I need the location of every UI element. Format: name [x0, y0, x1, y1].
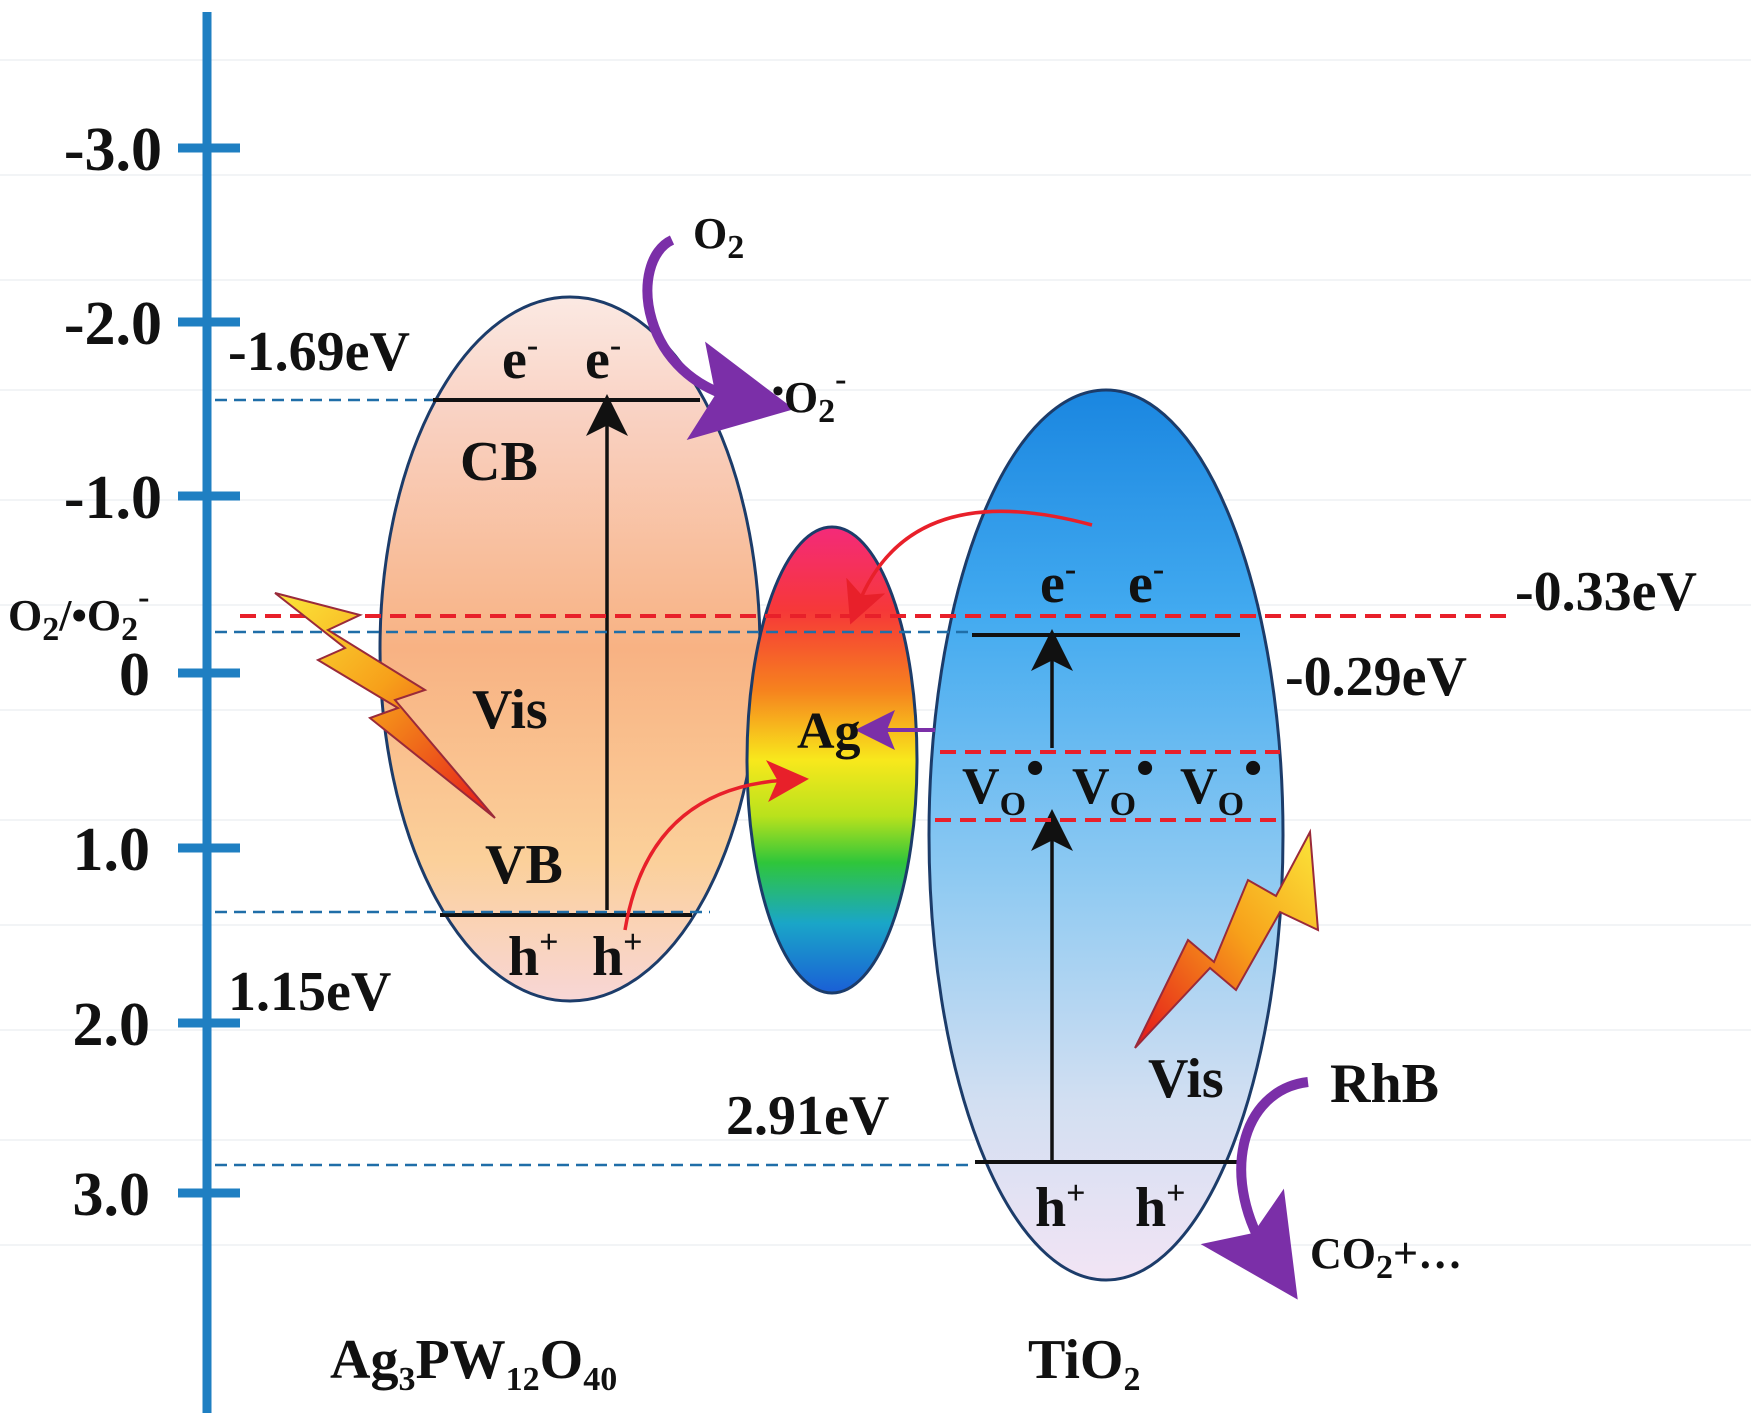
tio2-cb-value: -0.29eV [1285, 646, 1467, 708]
tick-label: -3.0 [64, 116, 162, 184]
tick-label: 3.0 [73, 1161, 151, 1229]
apw-hole-1: h+ [508, 924, 559, 988]
superoxide-label: •O2- [772, 361, 846, 430]
energy-axis: -3.0 -2.0 -1.0 0 1.0 2.0 3.0 [64, 12, 240, 1413]
tio2-electron-1: e- [1040, 551, 1076, 615]
tio2-ellipse [927, 388, 1285, 1282]
oxygen-vacancy: VO• [1072, 740, 1154, 823]
tio2-band [927, 388, 1285, 1282]
ag3pw12o40-band [378, 295, 762, 1003]
o2-reduction-arrow [642, 235, 795, 440]
apw-vb-value: 1.15eV [228, 961, 391, 1023]
redox-value: -0.33eV [1515, 561, 1697, 623]
tick-label: 2.0 [73, 991, 151, 1059]
lightning-bolt-icon [274, 592, 496, 819]
tio2-gap-value: 2.91eV [726, 1085, 889, 1147]
rhb-oxidation-arrow [1200, 1077, 1309, 1300]
hole-transfer-arrow [623, 760, 809, 931]
ag-particle [745, 525, 919, 995]
apw-electron-2: e- [585, 327, 621, 391]
apw-vis-label: Vis [472, 679, 548, 741]
apw-name: Ag3PW12O40 [330, 1329, 617, 1398]
ag3pw12o40-ellipse [378, 295, 762, 1003]
tick-label: -1.0 [64, 464, 162, 532]
ag-label: Ag [797, 703, 861, 760]
oxygen-vacancy: VO• [962, 740, 1044, 823]
oxygen-vacancy: VO• [1180, 740, 1262, 823]
tio2-vis-label: Vis [1148, 1048, 1224, 1110]
o2-label: O2 [693, 209, 744, 266]
electron-transfer-arrow [846, 509, 1093, 625]
tio2-hole-2: h+ [1135, 1175, 1186, 1239]
apw-cb-value: -1.69eV [228, 321, 410, 383]
co2-label: CO2+… [1310, 1229, 1462, 1286]
tio2-name: TiO2 [1028, 1329, 1140, 1398]
tio2-hole-1: h+ [1035, 1175, 1086, 1239]
tio2-electron-2: e- [1128, 551, 1164, 615]
ag-ellipse [745, 525, 919, 995]
redox-couple-label: O2/•O2- [8, 579, 149, 648]
tick-label: 0 [119, 641, 150, 709]
tick-label: -2.0 [64, 290, 162, 358]
apw-vb-label: VB [485, 834, 563, 896]
lightning-bolt-icon [1134, 828, 1320, 1049]
rhb-label: RhB [1330, 1053, 1439, 1115]
tick-label: 1.0 [73, 816, 151, 884]
apw-cb-label: CB [460, 431, 538, 493]
apw-hole-2: h+ [592, 924, 643, 988]
apw-electron-1: e- [502, 327, 538, 391]
